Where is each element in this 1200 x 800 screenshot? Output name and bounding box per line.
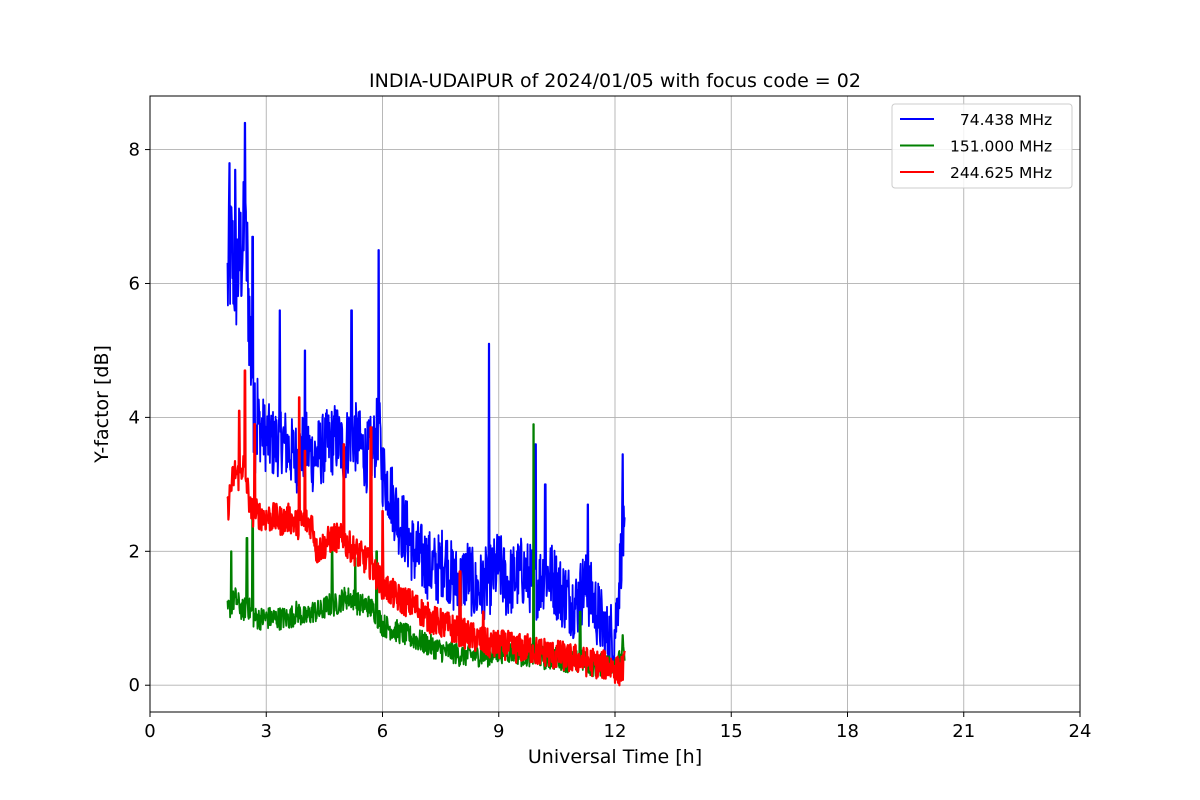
x-tick-label: 12	[604, 721, 627, 742]
y-tick-label: 6	[129, 273, 140, 294]
legend-label-3: 244.625 MHz	[950, 164, 1052, 182]
x-tick-label: 3	[261, 721, 272, 742]
x-tick-label: 0	[144, 721, 155, 742]
series-line-1	[226, 121, 626, 672]
series-line-3	[226, 369, 626, 687]
series-layer	[226, 121, 626, 687]
x-tick-label: 21	[952, 721, 975, 742]
x-tick-label: 6	[377, 721, 388, 742]
x-tick-label: 24	[1069, 721, 1092, 742]
x-tick-label: 18	[836, 721, 859, 742]
legend-label-1: 74.438 MHz	[950, 111, 1052, 129]
x-tick-label: 9	[493, 721, 504, 742]
legend-label-2: 151.000 MHz	[950, 138, 1052, 156]
y-tick-label: 8	[129, 140, 140, 161]
legend-box	[891, 103, 1073, 189]
legend: 74.438 MHz 151.000 MHz 244.625 MHz	[891, 103, 1073, 189]
y-tick-label: 2	[129, 541, 140, 562]
y-axis-label: Y-factor [dB]	[91, 345, 113, 464]
chart-title: INDIA-UDAIPUR of 2024/01/05 with focus c…	[369, 70, 861, 92]
x-tick-label: 15	[720, 721, 743, 742]
x-axis-label: Universal Time [h]	[528, 746, 702, 768]
y-tick-label: 4	[129, 407, 140, 428]
y-tick-label: 0	[129, 675, 140, 696]
